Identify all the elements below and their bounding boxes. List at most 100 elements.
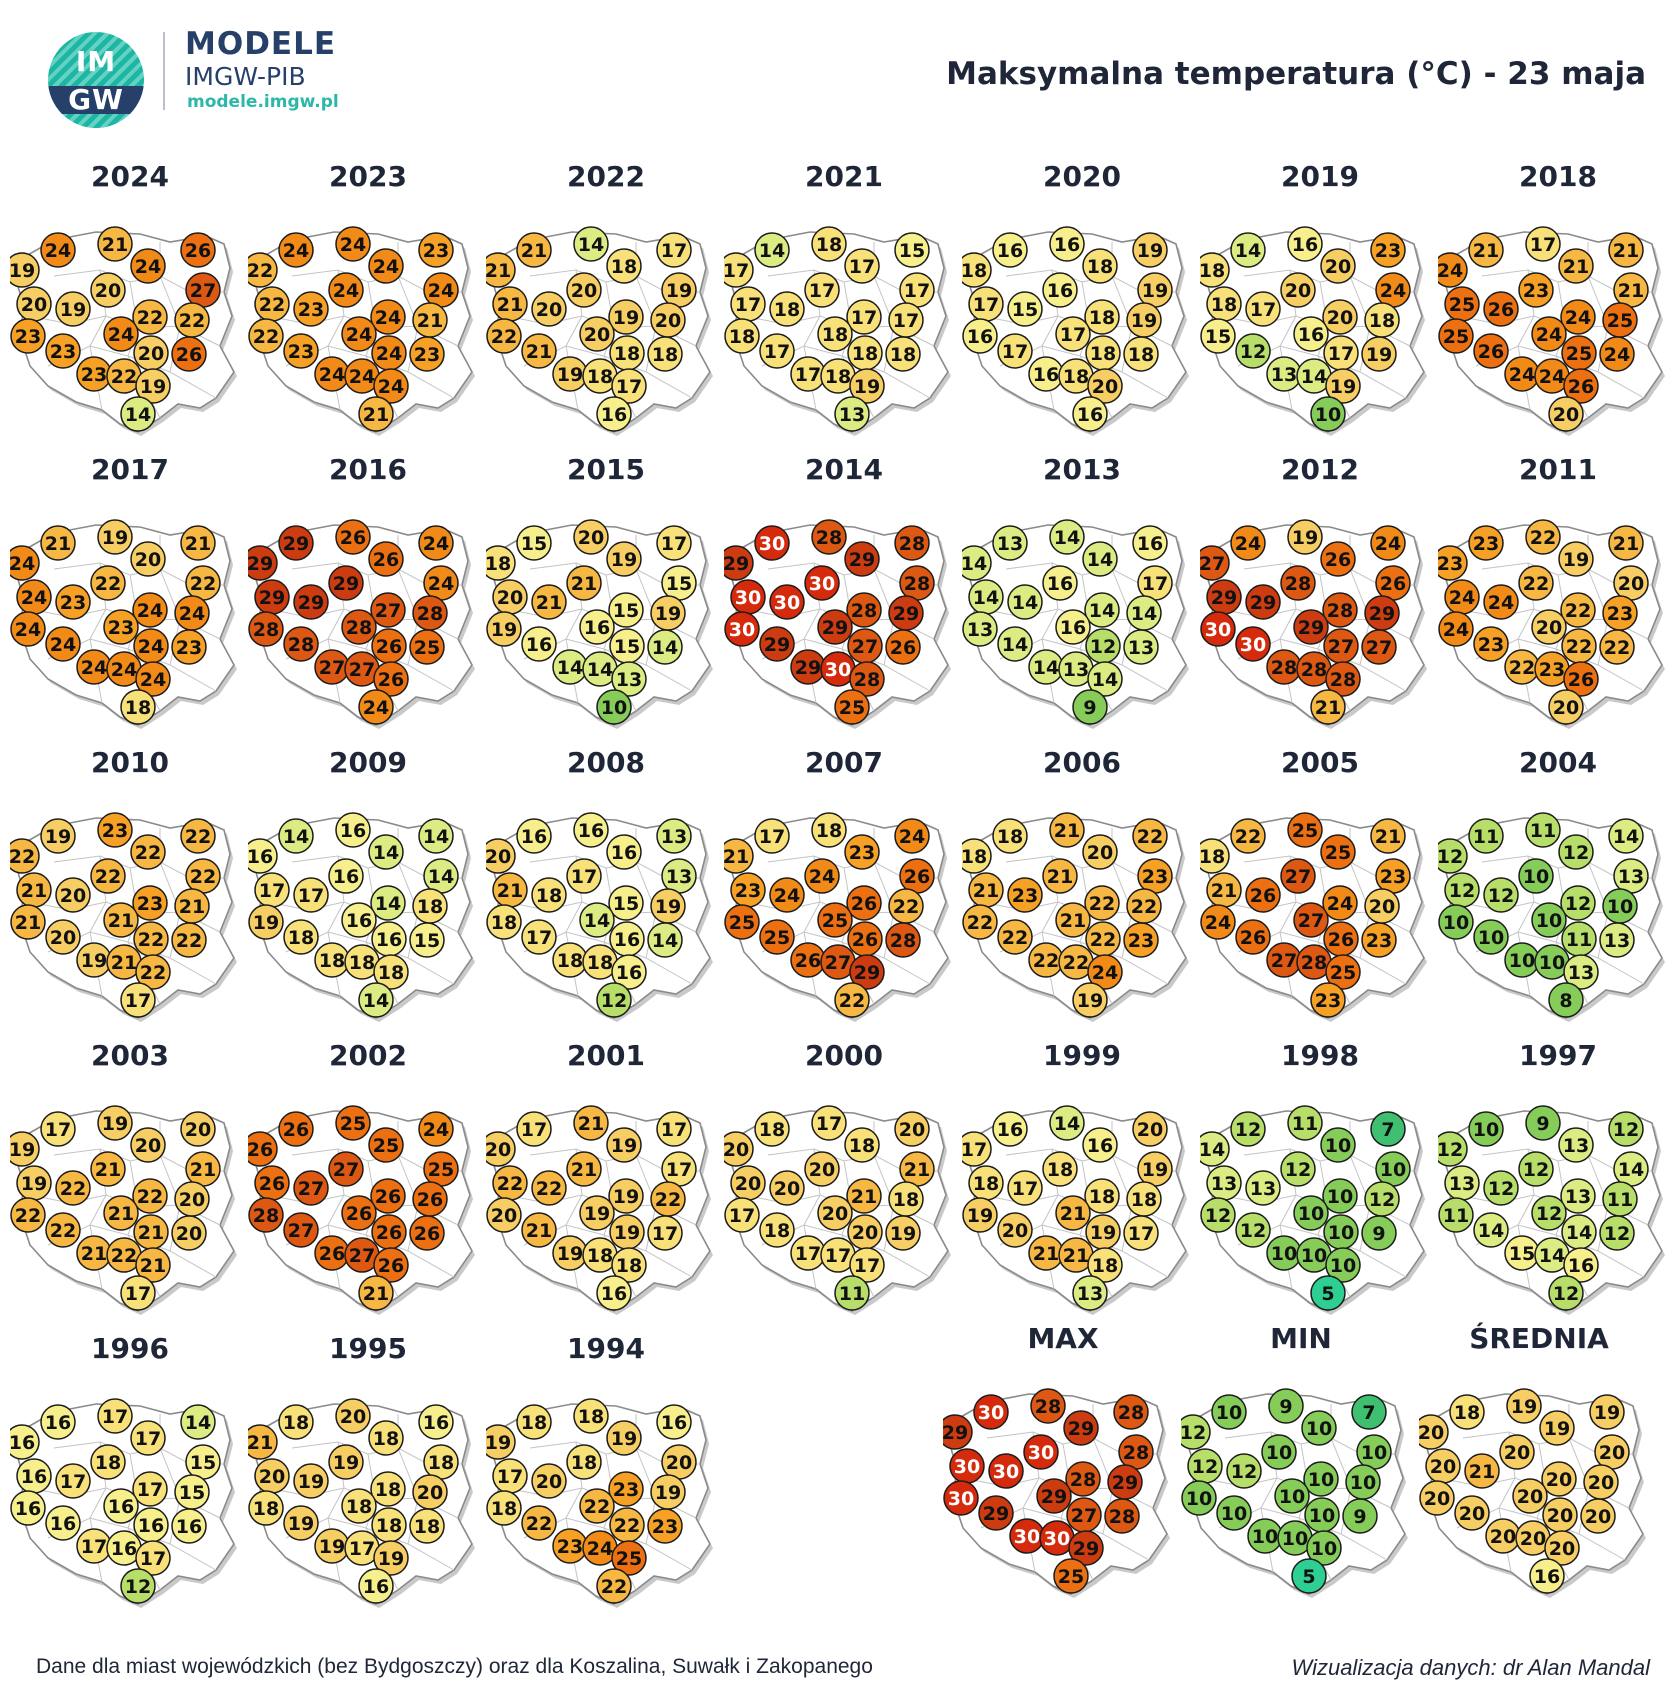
- city-circle: [531, 291, 567, 327]
- temperature-label: 18: [578, 1406, 604, 1428]
- city-circle: [120, 396, 156, 432]
- city-circle: [130, 541, 166, 577]
- city-marker: 15: [894, 232, 930, 268]
- panel-title: 2006: [1043, 746, 1121, 779]
- city-marker: 18: [423, 1444, 459, 1480]
- city-marker: 17: [1323, 335, 1359, 371]
- city-circle: [817, 902, 853, 938]
- city-marker: 24: [358, 689, 394, 725]
- temperature-label: 21: [1473, 240, 1499, 262]
- temperature-label: 23: [1375, 240, 1401, 262]
- city-marker: 24: [370, 299, 406, 335]
- city-circle: [103, 316, 139, 352]
- city-marker: 23: [1123, 922, 1159, 958]
- temperature-label: 11: [1443, 1205, 1469, 1227]
- city-marker: 17: [790, 1235, 826, 1271]
- city-marker: 16: [596, 396, 632, 432]
- temperature-label: 20: [1285, 280, 1311, 302]
- city-marker: 21: [492, 872, 528, 908]
- city-marker: 18: [1058, 358, 1094, 394]
- temperature-label: 27: [349, 1245, 375, 1267]
- temperature-label: 20: [1599, 1442, 1625, 1464]
- city-marker: 14: [1126, 595, 1162, 631]
- temperature-label: 18: [1131, 1189, 1157, 1211]
- temperature-label: 28: [816, 527, 842, 549]
- temperature-label: 14: [185, 1412, 211, 1434]
- temperature-label: 19: [1090, 1222, 1116, 1244]
- city-marker: 24: [1483, 584, 1519, 620]
- city-circle: [370, 592, 406, 628]
- city-marker: 22: [45, 1212, 81, 1248]
- temperature-label: 21: [521, 240, 547, 262]
- temperature-label: 12: [1449, 880, 1475, 902]
- temperature-label: 18: [521, 1412, 547, 1434]
- temperature-label: 30: [948, 1488, 974, 1510]
- city-circle: [647, 1215, 683, 1251]
- city-marker: 25: [1602, 302, 1638, 338]
- city-marker: 17: [844, 248, 880, 284]
- temperature-label: 25: [340, 1113, 366, 1135]
- temperature-label: 24: [1205, 912, 1231, 934]
- temperature-label: 27: [825, 952, 851, 974]
- city-marker: 11: [1438, 1197, 1474, 1233]
- city-marker: 21: [566, 1151, 602, 1187]
- city-circle: [358, 982, 394, 1018]
- city-marker: 22: [254, 286, 290, 322]
- city-marker: 28: [1296, 651, 1332, 687]
- city-circle: [486, 1131, 516, 1167]
- temperature-label: 30: [759, 533, 785, 555]
- temperature-label: 21: [571, 1159, 597, 1181]
- city-circle: [834, 689, 870, 725]
- temperature-label: 21: [1613, 533, 1639, 555]
- temperature-label: 17: [1128, 1223, 1154, 1245]
- temperature-label: 16: [1047, 280, 1073, 302]
- city-circle: [373, 1247, 409, 1283]
- temperature-label: 16: [108, 1496, 134, 1518]
- city-marker: 22: [135, 954, 171, 990]
- city-marker: 18: [341, 1488, 377, 1524]
- city-marker: 26: [373, 661, 409, 697]
- temperature-label: 29: [1041, 1486, 1067, 1508]
- city-circle: [769, 291, 805, 327]
- temperature-label: 19: [1594, 1402, 1620, 1424]
- city-circle: [754, 232, 790, 268]
- city-circle: [1361, 922, 1397, 958]
- city-circle: [611, 1247, 647, 1283]
- temperature-label: 18: [1369, 310, 1395, 332]
- city-marker: 25: [423, 1151, 459, 1187]
- city-marker: 25: [724, 904, 760, 940]
- city-marker: 24: [314, 356, 350, 392]
- city-circle: [566, 1151, 602, 1187]
- city-marker: 22: [1599, 629, 1635, 665]
- city-marker: 22: [609, 1507, 645, 1543]
- temperature-label: 15: [190, 1452, 216, 1474]
- city-marker: 15: [661, 565, 697, 601]
- city-marker: 14: [1296, 358, 1332, 394]
- temperature-label: 21: [526, 341, 552, 363]
- city-circle: [1280, 858, 1316, 894]
- city-marker: 17: [1245, 291, 1281, 327]
- city-marker: 12: [1608, 1111, 1644, 1147]
- city-circle: [1558, 541, 1594, 577]
- city-marker: 9: [1268, 1388, 1304, 1424]
- temperature-label: 10: [1279, 1486, 1305, 1508]
- temperature-label: 25: [1058, 1566, 1084, 1588]
- temperature-label: 21: [1211, 880, 1237, 902]
- city-marker: 23: [1468, 525, 1504, 561]
- city-circle: [1438, 611, 1474, 647]
- panel-title: 2007: [805, 746, 883, 779]
- city-circle: [1230, 525, 1266, 561]
- city-marker: 14: [278, 818, 314, 854]
- city-circle: [1053, 1558, 1089, 1594]
- city-marker: 27: [847, 628, 883, 664]
- temperature-label: 14: [557, 657, 583, 679]
- city-marker: 23: [103, 609, 139, 645]
- city-marker: 30: [988, 1453, 1024, 1489]
- temperature-label: 29: [983, 1503, 1009, 1525]
- temperature-label: 26: [176, 344, 202, 366]
